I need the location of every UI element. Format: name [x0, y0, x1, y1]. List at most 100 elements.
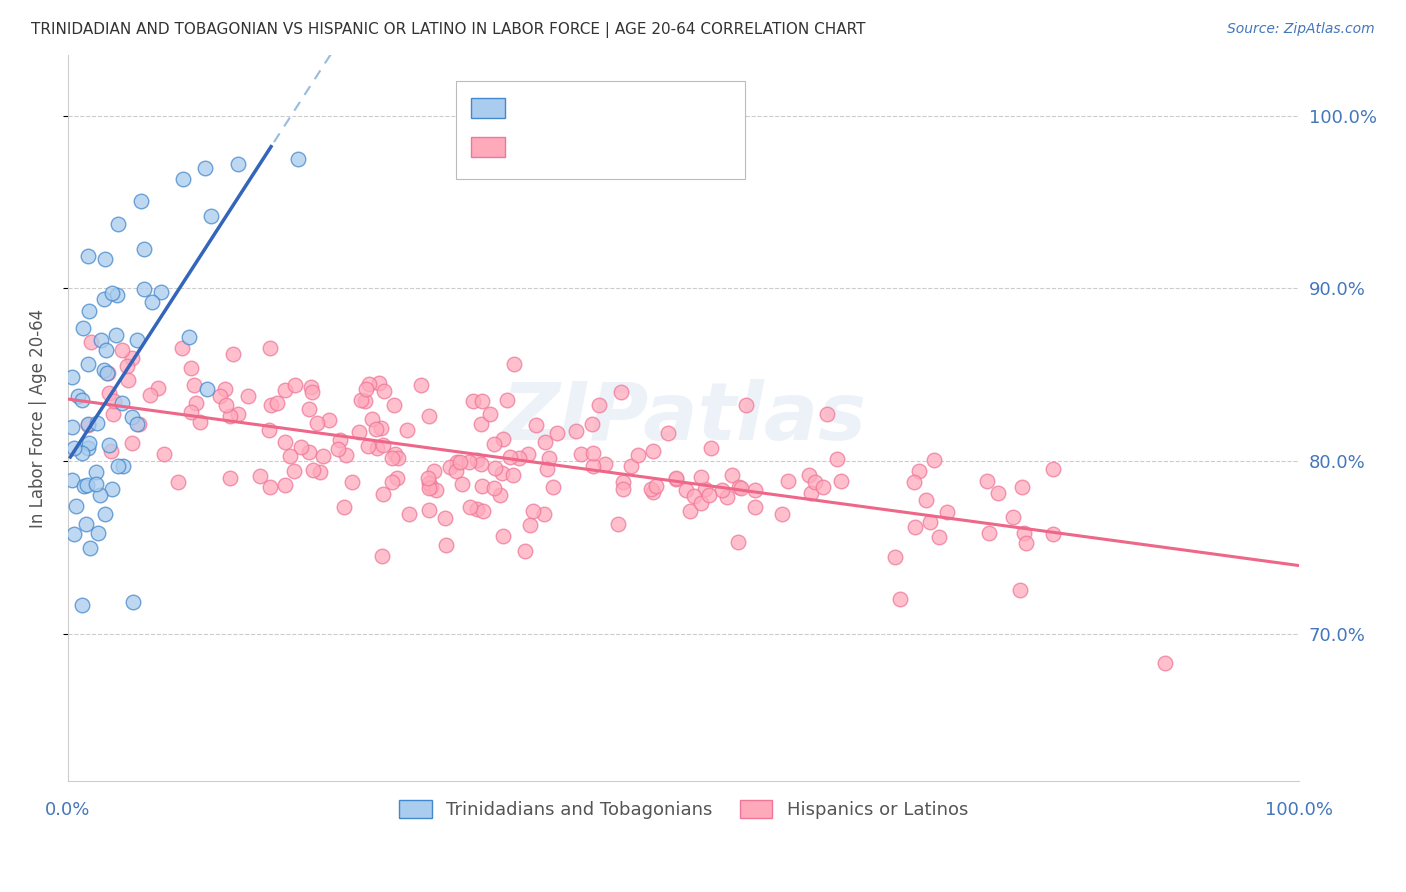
Point [172, 172, 194, 186]
Point [356, 439, 378, 453]
Point [502, 467, 524, 482]
Point [433, 510, 456, 524]
Point [90, 333, 112, 347]
Point [77, 357, 100, 371]
Point [301, 463, 323, 477]
Point [77, 249, 100, 263]
Point [581, 417, 603, 431]
Point [366, 422, 388, 436]
Point [93, 362, 115, 376]
Point [219, 471, 242, 485]
Point [340, 475, 363, 489]
Point [146, 381, 169, 395]
Point [70, 392, 93, 407]
Point [138, 388, 160, 402]
Point [335, 449, 357, 463]
Point [382, 398, 405, 412]
Point [101, 407, 124, 421]
Point [94, 343, 117, 358]
Point [60, 473, 83, 487]
Point [100, 444, 122, 458]
Text: 0.0%: 0.0% [45, 801, 90, 820]
Point [167, 475, 190, 490]
Point [727, 535, 749, 549]
Point [197, 382, 219, 396]
Point [194, 161, 217, 175]
Point [298, 445, 321, 459]
Point [533, 507, 555, 521]
Point [226, 157, 249, 171]
Point [889, 591, 911, 606]
Point [349, 425, 371, 439]
Point [470, 417, 492, 431]
Point [1011, 479, 1033, 493]
Point [640, 482, 662, 496]
Point [101, 285, 124, 300]
Point [387, 450, 409, 465]
Point [813, 480, 835, 494]
Point [513, 544, 536, 558]
Point [446, 464, 468, 478]
Point [371, 438, 394, 452]
Point [472, 504, 495, 518]
Point [546, 425, 568, 440]
Point [153, 447, 176, 461]
Point [1010, 582, 1032, 597]
Point [283, 463, 305, 477]
Point [215, 399, 238, 413]
Point [482, 437, 505, 451]
Point [641, 443, 664, 458]
Point [385, 471, 408, 485]
Point [121, 436, 143, 450]
Point [582, 446, 605, 460]
Point [1012, 525, 1035, 540]
Point [744, 500, 766, 515]
Point [105, 328, 128, 343]
Point [541, 480, 564, 494]
Point [384, 447, 406, 461]
Point [883, 550, 905, 565]
Point [188, 415, 211, 429]
Point [1001, 509, 1024, 524]
Point [186, 396, 208, 410]
Point [200, 209, 222, 223]
Point [132, 243, 155, 257]
Point [70, 598, 93, 612]
Point [699, 441, 721, 455]
Point [96, 366, 118, 380]
Point [94, 508, 117, 522]
Point [439, 460, 461, 475]
Point [219, 409, 242, 424]
Point [366, 441, 388, 455]
Point [329, 433, 352, 447]
Point [150, 285, 173, 299]
Point [274, 434, 297, 449]
Point [1042, 462, 1064, 476]
Point [84, 466, 107, 480]
Point [538, 450, 561, 465]
Point [519, 517, 541, 532]
Point [730, 481, 752, 495]
Point [111, 396, 134, 410]
Point [471, 478, 494, 492]
Point [411, 378, 433, 392]
Point [77, 417, 100, 432]
Point [63, 526, 86, 541]
Point [301, 385, 323, 400]
Point [457, 455, 479, 469]
Point [238, 389, 260, 403]
Point [103, 393, 125, 408]
Point [612, 475, 634, 490]
Point [121, 351, 143, 365]
Point [226, 407, 249, 421]
Point [606, 517, 628, 532]
Point [259, 341, 281, 355]
Point [356, 382, 378, 396]
Point [797, 468, 820, 483]
Point [72, 321, 94, 335]
Point [359, 377, 381, 392]
Point [776, 474, 799, 488]
Text: R = -0.732   N = 198: R = -0.732 N = 198 [520, 138, 709, 156]
Point [368, 376, 391, 391]
Point [180, 361, 202, 376]
